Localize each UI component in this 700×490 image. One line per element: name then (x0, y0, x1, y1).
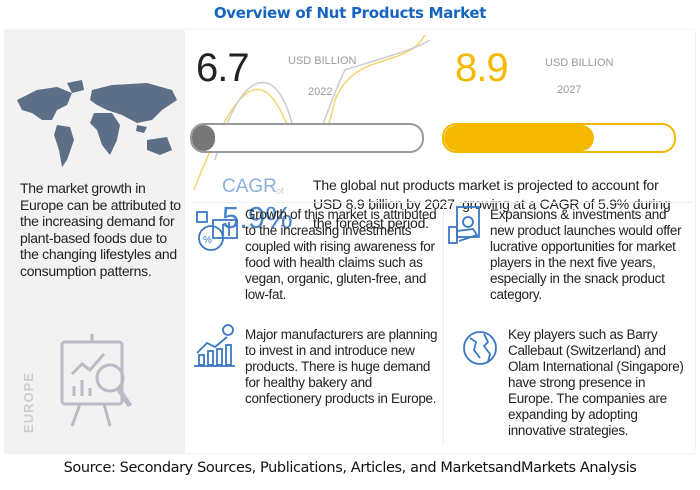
svg-text:%: % (203, 235, 212, 246)
insight-manufacturers: Major manufacturers are planning to inve… (245, 327, 438, 406)
market-value-2022: 6.7 (196, 46, 250, 90)
presentation-analysis-icon (60, 334, 133, 427)
cagr-label: CAGR (222, 176, 277, 197)
divider (192, 202, 692, 203)
divider (443, 205, 444, 445)
progress-bar-2027 (442, 123, 676, 153)
globe-icon (463, 331, 497, 365)
progress-fill-2027 (444, 125, 594, 151)
progress-fill-2022 (192, 125, 215, 151)
growth-chart-icon (194, 324, 235, 367)
unit-2027: USD BILLION (545, 57, 614, 69)
market-summary: The global nut products market is projec… (313, 177, 671, 231)
cagr-value: 5.9% (222, 200, 293, 235)
year-2027: 2027 (557, 84, 582, 96)
page-title: Overview of Nut Products Market (213, 4, 487, 22)
world-map-icon (17, 80, 177, 167)
insight-expansions: Expansions & investments and new product… (490, 207, 682, 302)
region-description: The market growth in Europe can be attri… (20, 180, 181, 279)
year-2022: 2022 (308, 86, 333, 98)
money-hand-icon (448, 206, 480, 244)
cagr-of: of (276, 186, 284, 196)
source-note: Source: Secondary Sources, Publications,… (63, 460, 637, 476)
insight-growth: Growth of this market is attributed to t… (245, 207, 437, 302)
insight-key-players: Key players such as Barry Callebaut (Swi… (508, 327, 684, 438)
region-label: EUROPE (20, 372, 36, 433)
progress-bar-2022 (190, 123, 424, 153)
market-value-2027: 8.9 (455, 46, 509, 90)
unit-2022: USD BILLION (288, 55, 357, 67)
analytics-icon: % (196, 211, 238, 251)
